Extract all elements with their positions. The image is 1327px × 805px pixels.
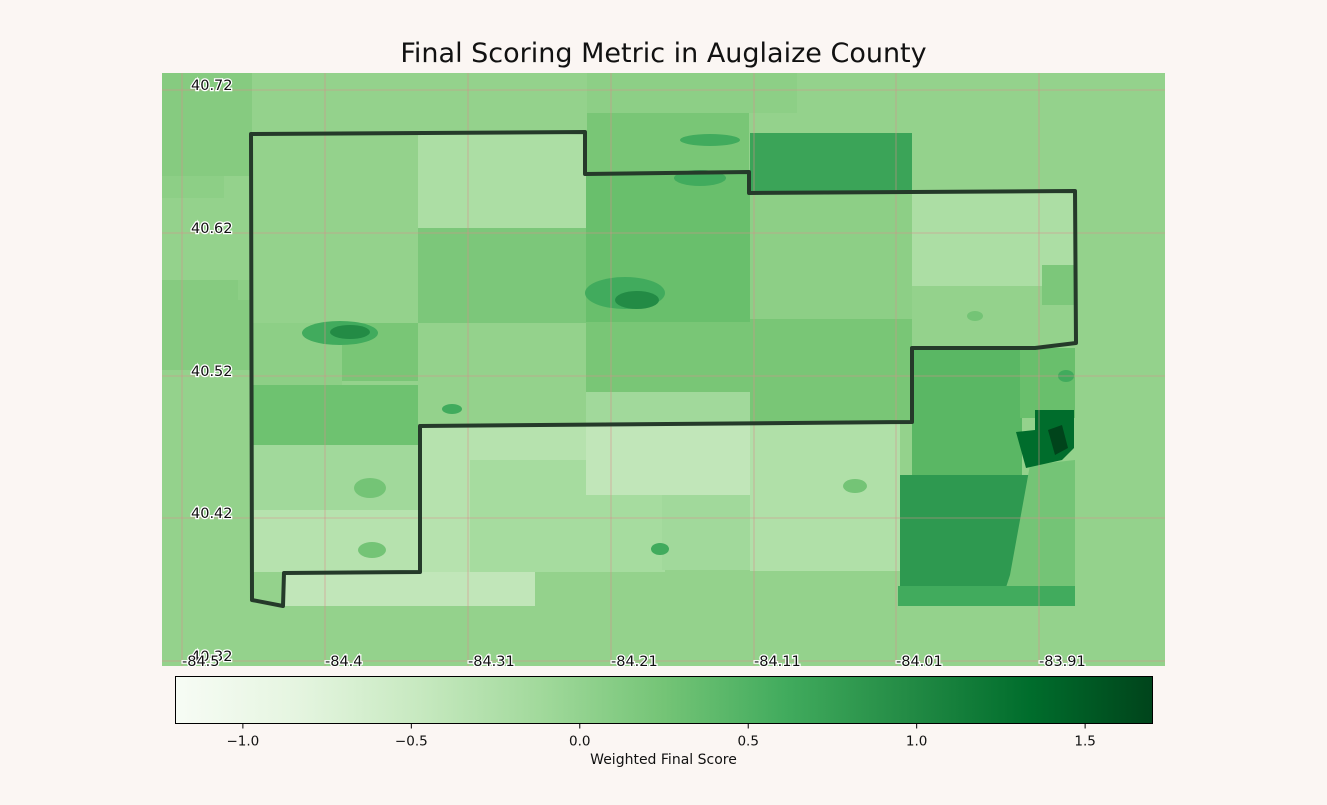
lat-label: 40.62 [191,221,233,237]
tile [354,478,386,498]
colorbar-ticks: −1.0 −0.5 0.0 0.5 1.0 1.5 [226,723,1096,750]
tile [285,572,535,606]
tile [750,133,912,191]
tile [898,586,1075,606]
tile [1042,265,1075,305]
tile [252,385,418,445]
tile [252,133,418,323]
tile [1000,460,1075,606]
lon-label: -84.4 [325,654,363,670]
graticule [162,73,1165,666]
tile [750,423,900,571]
lat-label: 40.32 [191,649,233,665]
colorbar: −1.0 −0.5 0.0 0.5 1.0 1.5 [175,676,1153,750]
tile [988,400,1020,432]
lon-label: -84.21 [611,654,658,670]
tile [1016,410,1074,468]
tile [586,392,750,423]
lon-label: -84.11 [754,654,801,670]
tile [750,191,912,319]
lon-label: -83.91 [1039,654,1086,670]
tile [330,325,370,339]
tile [651,543,669,555]
lat-label: 40.42 [191,506,233,522]
tile [662,495,750,570]
tile [750,319,912,423]
score-tiles [162,73,1075,606]
tile [1048,425,1068,455]
colorbar-tick-label: 0.5 [737,734,758,750]
tile [252,73,587,133]
colorbar-gradient [175,676,1153,724]
tile [358,542,386,558]
lon-label: -84.31 [468,654,515,670]
lon-labels: -84.5 -84.4 -84.31 -84.21 -84.11 -84.01 … [181,653,1087,672]
tile [162,176,224,198]
tile [252,445,418,510]
tile [680,134,740,146]
tile [587,73,797,113]
map-title: Final Scoring Metric in Auglaize County [400,38,927,69]
colorbar-tick-label: 1.0 [906,734,927,750]
tile [900,475,1030,587]
tile [967,311,983,321]
tile [418,133,586,228]
lat-labels: 40.72 40.62 40.52 40.42 40.32 [190,77,234,667]
lon-label: -84.01 [896,654,943,670]
colorbar-tick-label: −1.0 [226,734,259,750]
tile [442,404,462,414]
colorbar-tick-label: 1.5 [1074,734,1095,750]
lat-label: 40.52 [191,364,233,380]
map-area [162,73,1165,666]
tile [418,228,586,323]
colorbar-tick-label: 0.0 [569,734,590,750]
colorbar-label: Weighted Final Score [590,752,737,768]
tile [1020,348,1075,418]
colorbar-tick-label: −0.5 [395,734,428,750]
lat-label: 40.72 [191,78,233,94]
tile [252,510,418,572]
county-boundary [249,130,1078,608]
tile [586,423,750,495]
tile [586,322,750,392]
lon-label: -84.5 [182,654,220,670]
tile [843,479,867,493]
tile [615,291,659,309]
tile [238,280,252,300]
tile [162,280,252,370]
